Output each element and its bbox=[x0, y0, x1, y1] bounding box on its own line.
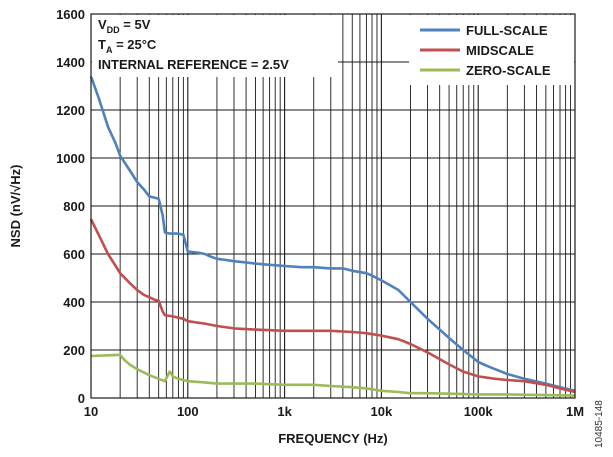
legend-label-midscale: MIDSCALE bbox=[466, 43, 534, 58]
y-tick-labels: 0 200 400 600 800 1000 1200 1400 1600 bbox=[56, 7, 85, 406]
y-tick-label: 400 bbox=[63, 295, 85, 310]
y-tick-label: 0 bbox=[78, 391, 85, 406]
series-line-zero-scale bbox=[90, 353, 576, 397]
series-lines bbox=[89, 75, 576, 397]
x-tick-label: 10 bbox=[84, 404, 98, 419]
annotation-ta-sub: A bbox=[106, 45, 113, 55]
figure-id: 10485-148 bbox=[594, 400, 605, 448]
x-tick-label: 1M bbox=[566, 404, 584, 419]
x-axis-title: FREQUENCY (Hz) bbox=[278, 431, 388, 446]
x-tick-label: 100 bbox=[177, 404, 199, 419]
annotation-vdd-rest: = 5V bbox=[120, 17, 151, 32]
annotation-ta-main: T bbox=[98, 37, 106, 52]
annotation-reference: INTERNAL REFERENCE = 2.5V bbox=[98, 57, 289, 72]
y-tick-label: 200 bbox=[63, 343, 85, 358]
x-tick-label: 1k bbox=[277, 404, 292, 419]
legend-label-full-scale: FULL-SCALE bbox=[466, 23, 548, 38]
legend-label-zero-scale: ZERO-SCALE bbox=[466, 63, 551, 78]
annotation-ta: TA = 25°C bbox=[98, 37, 157, 55]
annotation-box bbox=[92, 15, 338, 77]
annotation-vdd-sub: DD bbox=[107, 25, 120, 35]
y-tick-label: 1200 bbox=[56, 103, 85, 118]
y-tick-label: 800 bbox=[63, 199, 85, 214]
annotation-vdd: VDD = 5V bbox=[98, 17, 151, 35]
annotation-ta-rest: = 25°C bbox=[112, 37, 156, 52]
series-line-full-scale bbox=[89, 75, 576, 393]
x-tick-labels: 10 100 1k 10k 100k 1M bbox=[84, 404, 584, 419]
x-tick-label: 100k bbox=[464, 404, 494, 419]
y-axis-title: NSD (nV/√Hz) bbox=[8, 165, 23, 248]
x-tick-label: 10k bbox=[371, 404, 393, 419]
y-tick-label: 600 bbox=[63, 247, 85, 262]
y-tick-label: 1600 bbox=[56, 7, 85, 22]
plot-frame bbox=[90, 13, 576, 399]
y-tick-label: 1000 bbox=[56, 151, 85, 166]
annotation-vdd-main: V bbox=[98, 17, 107, 32]
legend: FULL-SCALE MIDSCALE ZERO-SCALE bbox=[409, 15, 574, 85]
y-tick-label: 1400 bbox=[56, 55, 85, 70]
series-line-midscale bbox=[89, 218, 576, 394]
